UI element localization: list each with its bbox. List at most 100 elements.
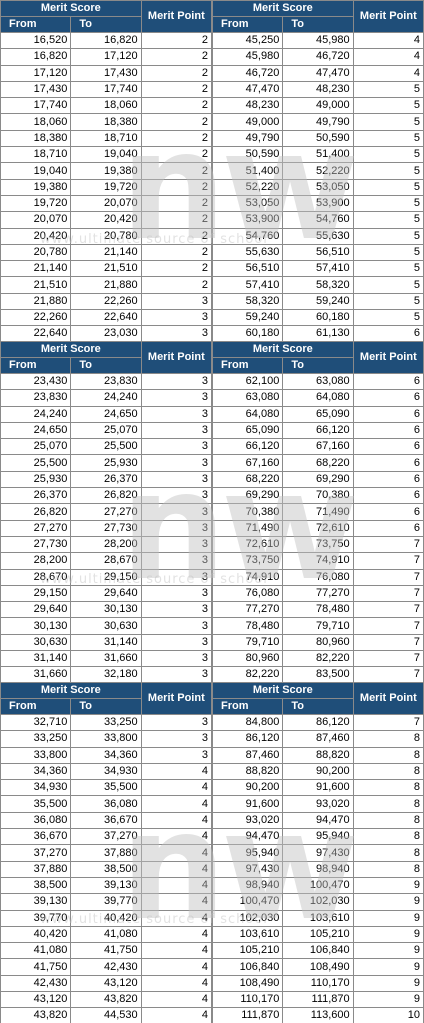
table-row: 58,320 59,240 5: [211, 292, 424, 311]
table-row: 45,250 45,980 4: [211, 31, 424, 50]
to-cell: 111,870: [282, 991, 354, 1009]
to-cell: 32,180: [70, 666, 142, 684]
table-row: 26,370 26,820 3: [0, 487, 213, 505]
table-row: 17,430 17,740 2: [0, 80, 213, 99]
to-cell: 44,530: [70, 1007, 142, 1023]
from-cell: 68,220: [211, 470, 284, 489]
to-cell: 30,130: [70, 601, 142, 619]
to-header: To: [70, 698, 142, 715]
from-cell: 25,930: [0, 470, 72, 489]
merit-point-cell: 5: [352, 97, 424, 115]
from-cell: 23,430: [0, 372, 72, 391]
to-cell: 59,240: [282, 292, 354, 311]
merit-point-cell: 2: [140, 211, 213, 229]
table-row: 56,510 57,410 5: [211, 260, 424, 278]
table-row: 19,720 20,070 2: [0, 194, 213, 213]
to-cell: 29,640: [70, 584, 142, 603]
merit-point-cell: 5: [352, 129, 424, 148]
merit-table: Merit Score Merit Point From To 45,250 45,980…: [211, 0, 424, 359]
merit-point-cell: 3: [140, 487, 213, 505]
to-cell: 17,740: [70, 80, 142, 99]
from-cell: 48,230: [211, 97, 284, 115]
from-cell: 24,650: [0, 421, 72, 440]
from-cell: 38,500: [0, 876, 72, 895]
merit-point-cell: 7: [352, 617, 424, 635]
from-cell: 79,710: [211, 633, 284, 652]
merit-point-cell: 2: [140, 48, 213, 66]
table-row: 20,420 20,780 2: [0, 227, 213, 245]
merit-point-cell: 9: [352, 909, 424, 927]
table-row: 52,220 53,050 5: [211, 178, 424, 196]
table-block-3: Merit Score Merit Point From To 23,430 23,830…: [0, 341, 213, 700]
merit-point-cell: 3: [140, 584, 213, 603]
merit-point-cell: 4: [140, 762, 213, 781]
merit-point-cell: 6: [352, 325, 424, 343]
to-cell: 25,070: [70, 421, 142, 440]
to-cell: 17,430: [70, 64, 142, 82]
to-cell: 31,140: [70, 633, 142, 652]
table-block-6: Merit Score Merit Point From To 84,800 86,120…: [211, 682, 424, 1023]
to-cell: 95,940: [282, 828, 354, 846]
table-row: 71,490 72,610 6: [211, 519, 424, 537]
merit-point-cell: 7: [352, 650, 424, 668]
from-cell: 71,490: [211, 519, 284, 537]
to-cell: 47,470: [282, 64, 354, 82]
merit-point-cell: 4: [140, 876, 213, 895]
from-cell: 103,610: [211, 925, 284, 944]
to-cell: 34,930: [70, 762, 142, 781]
merit-point-cell: 8: [352, 779, 424, 797]
table-row: 80,960 82,220 7: [211, 650, 424, 668]
table-row: 41,080 41,750 4: [0, 942, 213, 960]
merit-score-header: Merit Score: [212, 0, 354, 17]
table-row: 28,200 28,670 3: [0, 552, 213, 570]
to-cell: 18,380: [70, 113, 142, 131]
merit-table: Merit Score Merit Point From To 84,800 86,120…: [211, 682, 424, 1023]
from-cell: 106,840: [211, 958, 284, 976]
merit-point-header: Merit Point: [352, 341, 424, 374]
table-row: 21,510 21,880 2: [0, 276, 213, 294]
from-header: From: [211, 698, 284, 715]
to-cell: 90,200: [282, 762, 354, 781]
from-cell: 25,500: [0, 454, 72, 472]
from-cell: 34,360: [0, 762, 72, 781]
from-cell: 87,460: [211, 746, 284, 764]
from-cell: 29,640: [0, 601, 72, 619]
table-block-2: Merit Score Merit Point From To 45,250 45,980…: [211, 0, 424, 359]
merit-point-cell: 3: [140, 650, 213, 668]
to-cell: 27,730: [70, 519, 142, 537]
to-cell: 22,640: [70, 309, 142, 327]
from-cell: 20,420: [0, 227, 72, 245]
merit-point-header: Merit Point: [140, 682, 213, 715]
from-cell: 45,980: [211, 48, 284, 66]
table-row: 48,230 49,000 5: [211, 97, 424, 115]
to-header: To: [282, 698, 354, 715]
from-cell: 25,070: [0, 438, 72, 456]
to-cell: 29,150: [70, 568, 142, 586]
to-cell: 56,510: [282, 243, 354, 262]
table-block-1: Merit Score Merit Point From To 16,520 16,820…: [0, 0, 213, 359]
merit-point-cell: 3: [140, 633, 213, 652]
to-cell: 100,470: [282, 876, 354, 895]
from-cell: 45,250: [211, 31, 284, 50]
merit-point-cell: 6: [352, 503, 424, 521]
table-row: 28,670 29,150 3: [0, 568, 213, 586]
from-cell: 27,270: [0, 519, 72, 537]
table-row: 106,840 108,490 9: [211, 958, 424, 976]
from-cell: 24,240: [0, 405, 72, 423]
merit-point-cell: 8: [352, 746, 424, 764]
merit-point-cell: 3: [140, 325, 213, 343]
to-cell: 49,000: [282, 97, 354, 115]
table-row: 98,940 100,470 9: [211, 876, 424, 895]
table-row: 74,910 76,080 7: [211, 568, 424, 586]
table-row: 82,220 83,500 7: [211, 666, 424, 684]
table-row: 36,670 37,270 4: [0, 828, 213, 846]
table-row: 25,070 25,500 3: [0, 438, 213, 456]
to-cell: 79,710: [282, 617, 354, 635]
merit-point-header: Merit Point: [140, 0, 213, 33]
table-row: 39,130 39,770 4: [0, 893, 213, 911]
table-row: 88,820 90,200 8: [211, 762, 424, 781]
table-row: 66,120 67,160 6: [211, 438, 424, 456]
merit-point-cell: 4: [140, 893, 213, 911]
table-row: 110,170 111,870 9: [211, 991, 424, 1009]
merit-point-cell: 5: [352, 243, 424, 262]
